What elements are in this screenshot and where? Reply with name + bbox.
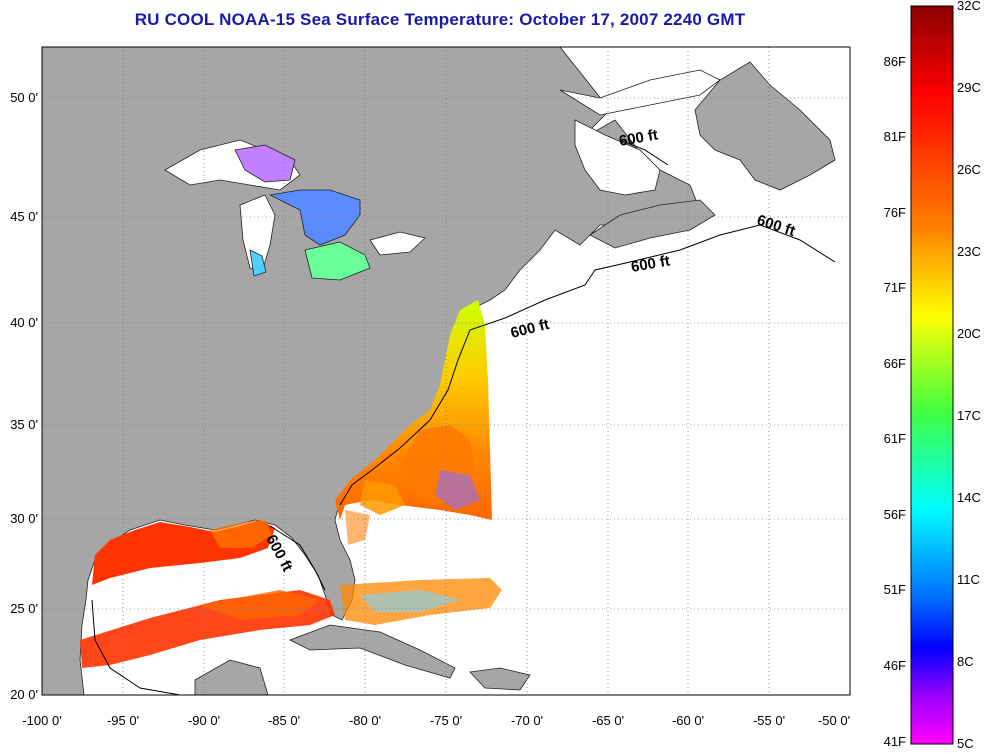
lat-tick-label: 35 0' [10,417,38,432]
lat-tick-label: 30 0' [10,511,38,526]
celsius-labels: 32C 29C 26C 23C 20C 17C 14C 11C 8C 5C [957,0,981,751]
fahrenheit-label: 61F [884,431,906,446]
celsius-label: 26C [957,162,981,177]
contour-label: 600 ft [618,126,660,150]
plot-frame [41,46,851,696]
lat-tick-label: 25 0' [10,601,38,616]
fahrenheit-label: 46F [884,658,906,673]
fahrenheit-label: 76F [884,205,906,220]
great-lakes [164,139,426,281]
fahrenheit-label: 51F [884,582,906,597]
celsius-label: 11C [957,572,980,587]
fahrenheit-labels: 86F 81F 76F 71F 66F 61F 56F 51F 46F 41F [884,54,906,749]
lat-tick-label: 20 0' [10,687,38,702]
fahrenheit-label: 71F [884,280,906,295]
isobath-600ft [91,139,836,695]
fahrenheit-label: 56F [884,507,906,522]
celsius-label: 20C [957,326,981,341]
graticule [42,47,850,695]
celsius-label: 8C [957,654,974,669]
map-body [42,47,850,695]
celsius-label: 17C [957,408,981,423]
lon-tick-label: -80 0' [349,713,381,728]
celsius-label: 23C [957,244,981,259]
lon-tick-label: -100 0' [22,713,61,728]
lon-tick-label: -95 0' [107,713,139,728]
fahrenheit-label: 41F [884,734,906,749]
lon-tick-label: -50 0' [818,713,850,728]
lon-tick-label: -65 0' [592,713,624,728]
lon-tick-label: -70 0' [511,713,543,728]
celsius-label: 32C [957,0,981,13]
celsius-label: 14C [957,490,981,505]
lon-tick-label: -75 0' [430,713,462,728]
fahrenheit-label: 86F [884,54,906,69]
celsius-label: 29C [957,80,981,95]
contour-label: 600 ft [630,252,672,276]
inland-water [559,69,721,196]
color-bar [910,5,954,745]
lat-tick-label: 50 0' [10,90,38,105]
land-mass [42,47,836,695]
map-title: RU COOL NOAA-15 Sea Surface Temperature:… [134,10,746,29]
fahrenheit-label: 81F [884,129,906,144]
lat-tick-label: 45 0' [10,209,38,224]
lat-axis-labels: 20 0' 25 0' 30 0' 35 0' 40 0' 45 0' 50 0… [10,90,38,702]
lon-tick-label: -85 0' [268,713,300,728]
lon-tick-label: -60 0' [672,713,704,728]
lat-tick-label: 40 0' [10,315,38,330]
sst-swath-gulf [80,520,502,668]
lon-axis-labels: -100 0' -95 0' -90 0' -85 0' -80 0' -75 … [22,713,850,728]
celsius-label: 5C [957,736,974,751]
lon-tick-label: -55 0' [753,713,785,728]
fahrenheit-label: 66F [884,356,906,371]
lon-tick-label: -90 0' [188,713,220,728]
